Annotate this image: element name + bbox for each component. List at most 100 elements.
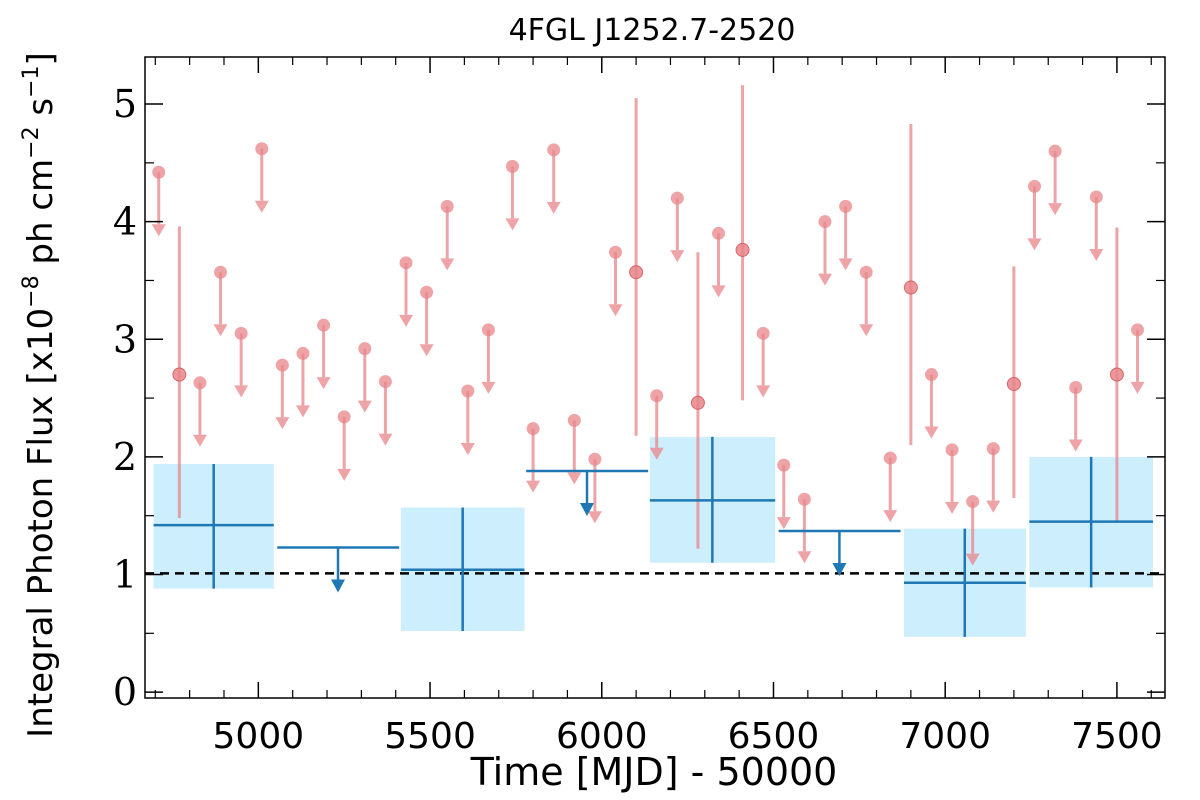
upper-limit-point: [1048, 144, 1062, 158]
upper-limit-point: [1089, 190, 1103, 204]
y-tick-label: 5: [113, 82, 137, 126]
upper-limit-arrow: [986, 500, 1001, 513]
upper-limit-point: [481, 323, 495, 337]
upper-limit-arrow: [316, 377, 331, 390]
upper-limit-arrow: [213, 324, 228, 337]
upper-limit-point: [193, 376, 207, 390]
upper-limit-arrow: [505, 218, 520, 231]
upper-limit-arrow: [192, 434, 207, 447]
upper-limit-point: [440, 199, 454, 213]
upper-limit-arrow: [945, 501, 960, 514]
upper-limit-arrow: [378, 433, 393, 446]
long-bin-markers: [153, 436, 1153, 637]
upper-limit-point: [317, 318, 331, 332]
upper-limit-arrow: [587, 511, 602, 524]
detection-point: [629, 265, 644, 280]
upper-limit-arrow: [797, 551, 812, 564]
upper-limit-point: [255, 142, 269, 156]
upper-limit-point: [399, 256, 413, 270]
upper-limit-point: [358, 342, 372, 356]
upper-limit-point: [839, 199, 853, 213]
detection-point: [1109, 367, 1124, 382]
long-bin-ul-arrow: [580, 503, 594, 517]
upper-limit-arrow: [965, 553, 980, 566]
upper-limit-arrow: [295, 405, 310, 418]
upper-limit-point: [378, 375, 392, 389]
x-tick-label: 5000: [213, 716, 305, 757]
upper-limit-arrow: [1089, 248, 1104, 261]
upper-limit-arrow: [526, 480, 541, 493]
upper-limit-arrow: [357, 400, 372, 413]
upper-limit-arrow: [1068, 439, 1083, 452]
upper-limit-arrow: [1130, 381, 1145, 394]
upper-limit-point: [1027, 179, 1041, 193]
x-tick-label: 7000: [899, 716, 991, 757]
upper-limit-arrow: [838, 258, 853, 271]
detection-point: [735, 242, 750, 257]
upper-limit-point: [609, 245, 623, 259]
upper-limit-point: [924, 368, 938, 382]
x-tick-label: 7500: [1071, 716, 1163, 757]
upper-limit-point: [152, 165, 166, 179]
upper-limit-point: [526, 422, 540, 436]
upper-limit-point: [337, 410, 351, 424]
upper-limit-point: [588, 452, 602, 466]
x-tick-label: 5500: [384, 716, 476, 757]
y-tick-label: 4: [113, 200, 137, 244]
upper-limit-point: [234, 326, 248, 340]
upper-limit-arrow: [670, 250, 685, 263]
y-axis-label: Integral Photon Flux [x10−8 ph cm−2 s−1]: [19, 52, 61, 738]
upper-limit-arrow: [419, 344, 434, 357]
upper-limit-point: [712, 226, 726, 240]
long-bin-ul-arrow: [331, 579, 346, 593]
y-tick-label: 0: [113, 670, 137, 714]
short-bin-detections: [172, 85, 1124, 549]
upper-limit-arrow: [859, 324, 874, 337]
upper-limit-point: [1131, 323, 1145, 337]
x-axis-label: Time [MJD] - 50000: [470, 750, 838, 794]
upper-limit-point: [420, 285, 434, 299]
y-tick-label: 2: [113, 435, 137, 479]
upper-limit-point: [547, 143, 561, 157]
short-bin-upper-limits: [151, 142, 1145, 566]
detection-point: [172, 367, 187, 382]
upper-limit-point: [670, 191, 684, 205]
plot-frame: [144, 56, 1166, 699]
upper-limit-arrow: [151, 224, 166, 237]
y-tick-label: 1: [113, 553, 137, 597]
upper-limit-point: [1069, 380, 1083, 394]
axis-ticks: 5000 5500 6000 6500 7000 7500 0 1 2 3 4 5: [113, 57, 1165, 757]
upper-limit-arrow: [649, 447, 664, 460]
y-tick-label: 3: [113, 317, 137, 361]
upper-limit-point: [797, 492, 811, 506]
upper-limit-arrow: [254, 200, 269, 213]
upper-limit-arrow: [1027, 238, 1042, 251]
upper-limit-point: [756, 326, 770, 340]
upper-limit-arrow: [1048, 203, 1063, 216]
upper-limit-arrow: [460, 443, 475, 456]
upper-limit-arrow: [567, 472, 582, 485]
detection-point: [1006, 376, 1021, 391]
upper-limit-arrow: [818, 273, 832, 286]
upper-limit-arrow: [776, 517, 791, 530]
upper-limit-point: [986, 442, 1000, 456]
upper-limit-arrow: [608, 304, 623, 317]
upper-limit-point: [650, 389, 664, 403]
upper-limit-arrow: [440, 258, 455, 271]
upper-limit-arrow: [883, 510, 898, 523]
upper-limit-point: [461, 384, 475, 398]
upper-limit-point: [945, 443, 959, 457]
upper-limit-point: [296, 346, 310, 360]
upper-limit-arrow: [756, 385, 771, 398]
x-tick-label: 6000: [556, 716, 648, 757]
long-bin-ul-arrow: [832, 562, 847, 576]
chart-title: 4FGL J1252.7-2520: [509, 13, 796, 48]
upper-limit-arrow: [275, 417, 290, 430]
upper-limit-point: [214, 265, 228, 279]
upper-limit-arrow: [711, 285, 726, 298]
upper-limit-point: [505, 159, 519, 173]
upper-limit-arrow: [399, 314, 414, 327]
upper-limit-arrow: [546, 201, 561, 214]
upper-limit-point: [883, 451, 897, 465]
upper-limit-arrow: [337, 468, 352, 481]
